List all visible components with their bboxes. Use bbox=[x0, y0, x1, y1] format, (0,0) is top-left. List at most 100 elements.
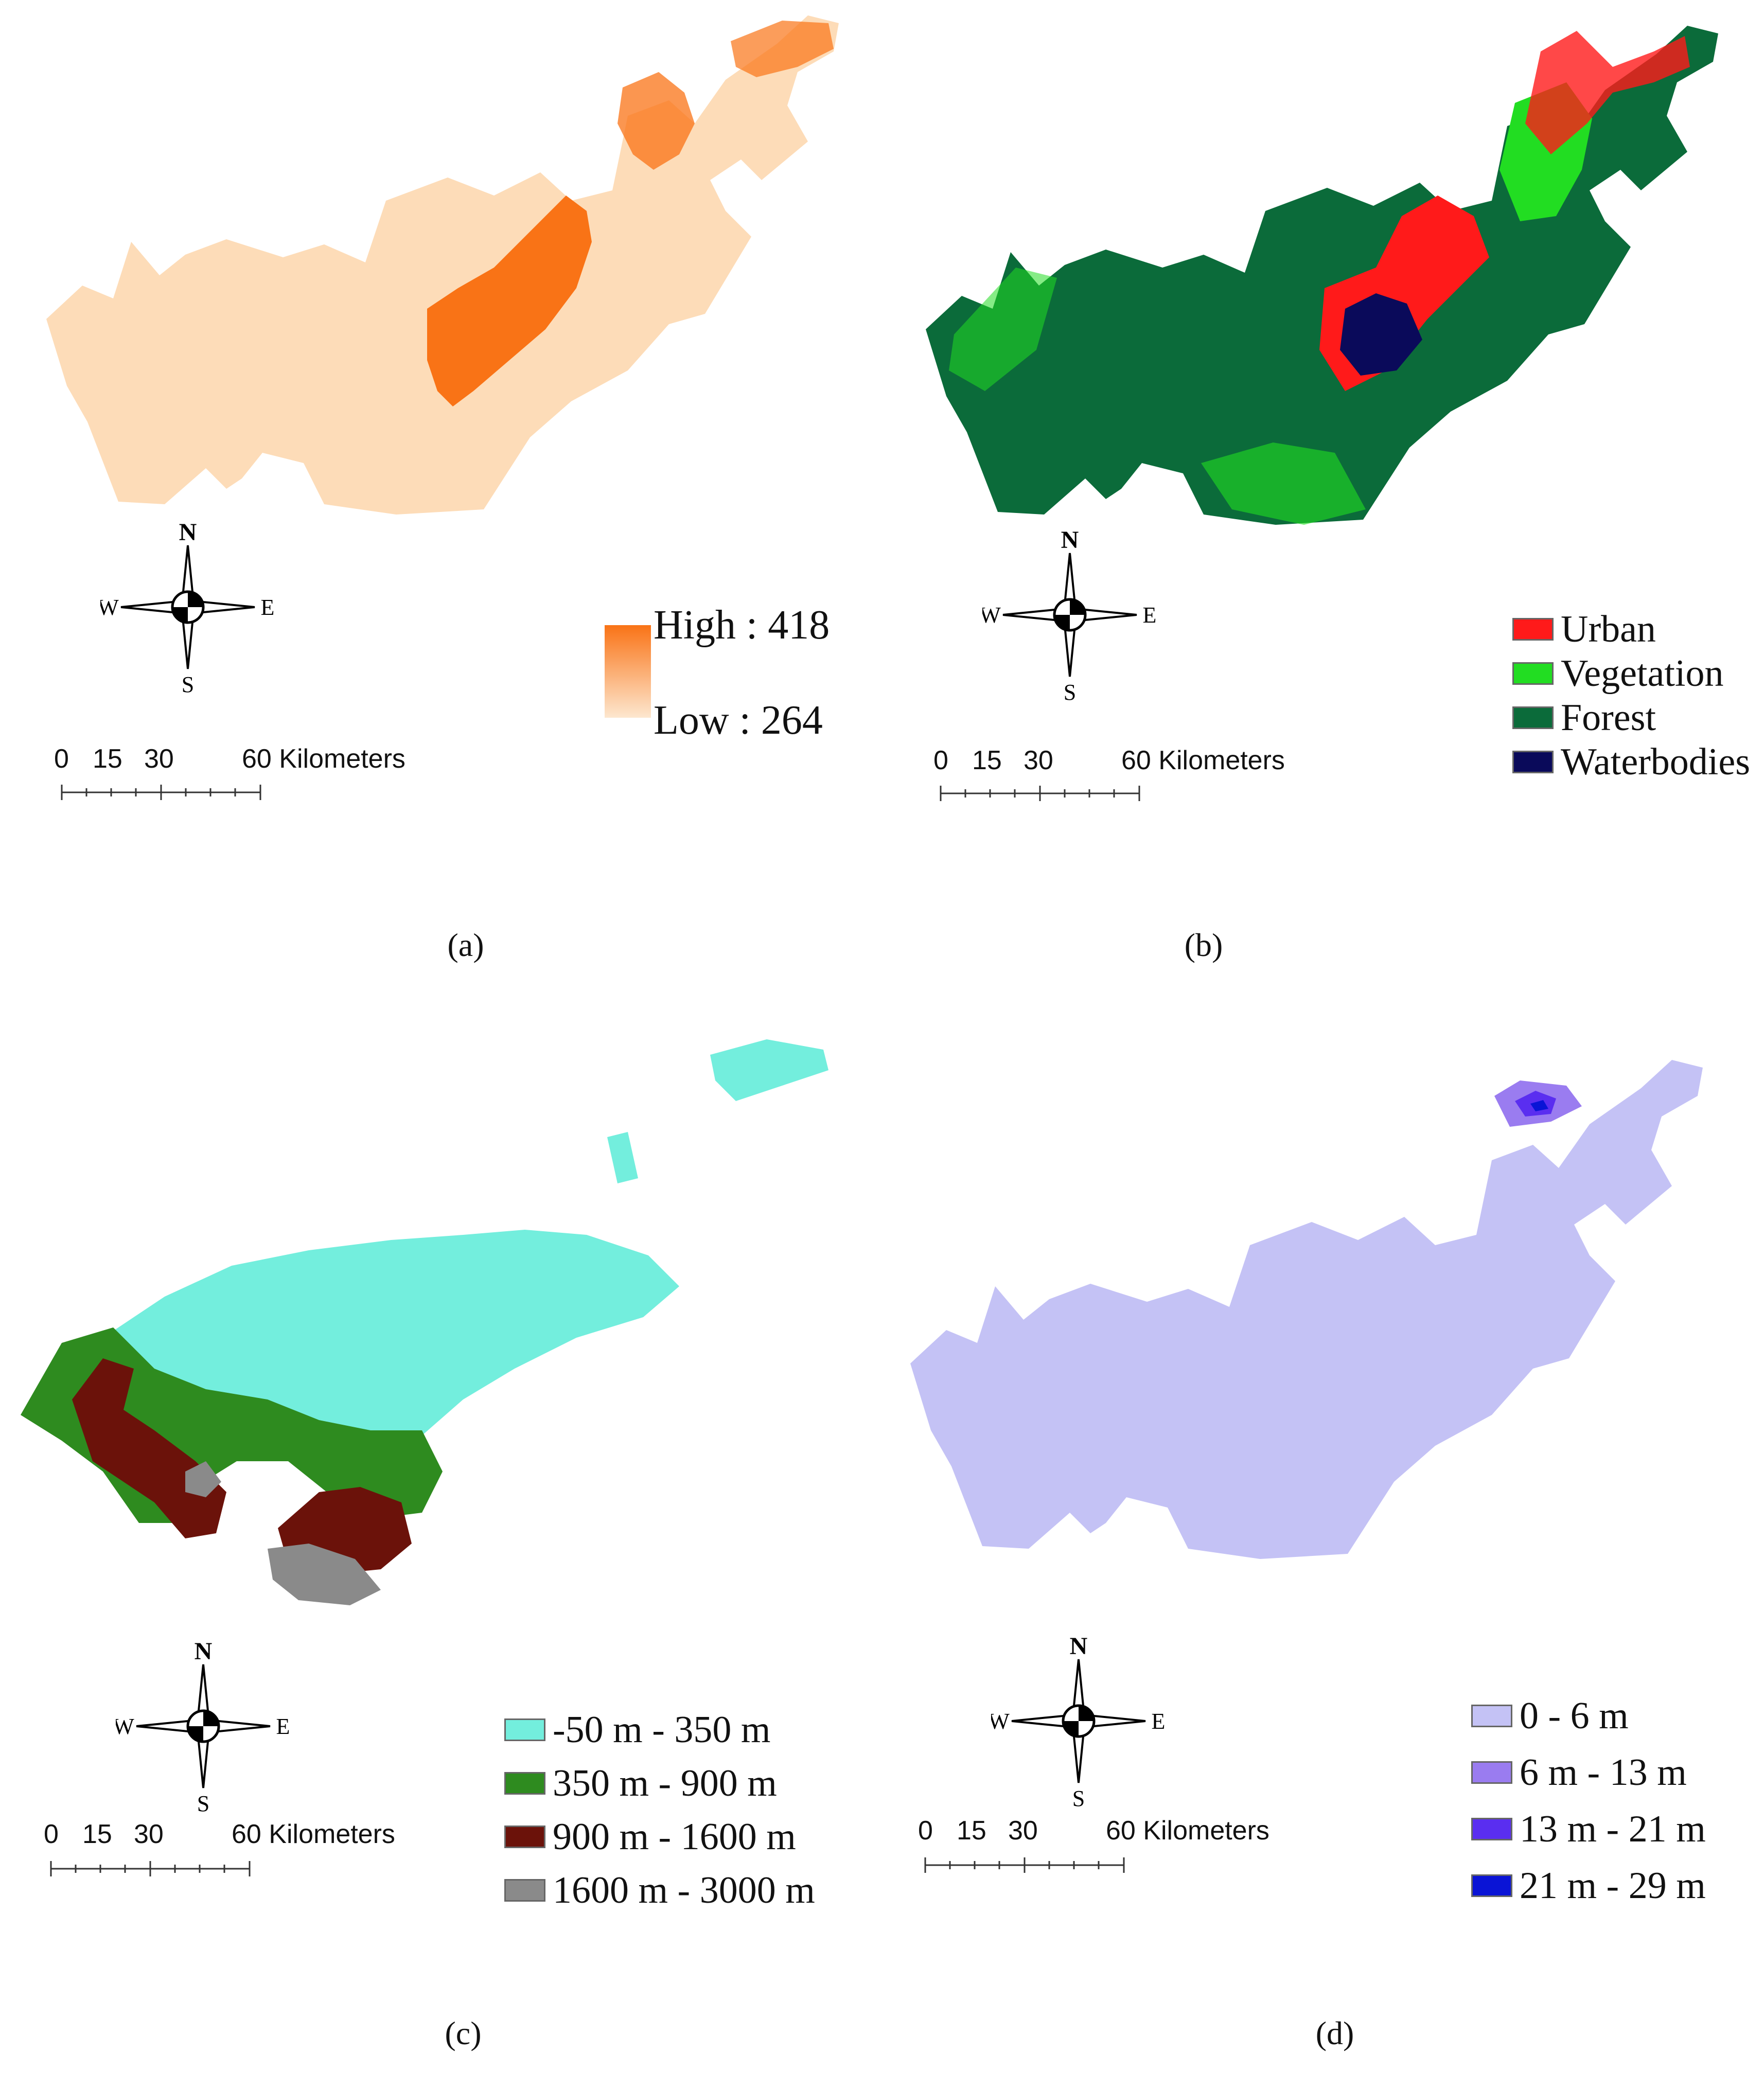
map-d bbox=[910, 1060, 1703, 1559]
legend-b-label-0: Urban bbox=[1561, 608, 1656, 650]
panel-d: N S W E 0 15 30 60 Kilometers 0 - 6 m 6 … bbox=[882, 1008, 1764, 2091]
legend-d-label-0: 0 - 6 m bbox=[1520, 1694, 1629, 1737]
legend-b-vegetation: Vegetation bbox=[1512, 651, 1750, 696]
scale-a-30: 30 bbox=[144, 744, 174, 774]
swatch-d-1 bbox=[1471, 1761, 1512, 1784]
scale-a-60: 60 Kilometers bbox=[242, 744, 405, 774]
swatch-vegetation bbox=[1512, 662, 1554, 685]
map-d-band-4 bbox=[1530, 1100, 1548, 1111]
legend-c: -50 m - 350 m 350 m - 900 m 900 m - 1600… bbox=[504, 1703, 815, 1917]
legend-b-forest: Forest bbox=[1512, 696, 1750, 740]
legend-c-row-2: 900 m - 1600 m bbox=[504, 1810, 815, 1864]
map-c-peak-w bbox=[185, 1461, 221, 1497]
legend-c-row-3: 1600 m - 3000 m bbox=[504, 1864, 815, 1917]
scale-c-0: 0 bbox=[44, 1819, 59, 1849]
scale-a-0: 0 bbox=[54, 744, 69, 774]
scale-d-0: 0 bbox=[918, 1816, 933, 1846]
panel-b: N S W E 0 15 30 60 Kilometers Urban Vege… bbox=[882, 0, 1764, 978]
legend-d-row-3: 21 m - 29 m bbox=[1471, 1857, 1706, 1914]
legend-b: Urban Vegetation Forest Waterbodies bbox=[1512, 607, 1750, 784]
legend-c-label-0: -50 m - 350 m bbox=[553, 1708, 771, 1751]
scale-c-15: 15 bbox=[82, 1819, 112, 1849]
map-d-base bbox=[910, 1060, 1703, 1559]
scalebar-c bbox=[50, 1861, 251, 1876]
compass-b: N S W E bbox=[982, 527, 1157, 702]
legend-a-low: Low : 264 bbox=[654, 698, 823, 743]
scale-d-15: 15 bbox=[957, 1816, 986, 1846]
map-c bbox=[21, 1039, 828, 1605]
map-b bbox=[926, 26, 1718, 525]
map-b-water bbox=[1340, 293, 1422, 376]
swatch-waterbodies bbox=[1512, 751, 1554, 773]
swatch-c-2 bbox=[504, 1826, 545, 1848]
legend-a-gradient bbox=[605, 625, 651, 718]
compass-d-s: S bbox=[1072, 1786, 1085, 1809]
swatch-urban bbox=[1512, 618, 1554, 641]
compass-a-s: S bbox=[182, 672, 194, 695]
swatch-d-3 bbox=[1471, 1874, 1512, 1897]
map-b-urban-ne bbox=[1525, 31, 1690, 154]
compass-d-e: E bbox=[1152, 1709, 1166, 1734]
scale-labels-b: 0 15 30 60 Kilometers bbox=[931, 745, 1301, 781]
legend-d-row-1: 6 m - 13 m bbox=[1471, 1744, 1706, 1801]
map-c-highland bbox=[72, 1358, 226, 1538]
scale-c-60: 60 Kilometers bbox=[232, 1819, 395, 1849]
legend-a-high: High : 418 bbox=[654, 603, 830, 648]
legend-b-urban: Urban bbox=[1512, 607, 1750, 651]
map-a-hotspot bbox=[427, 196, 592, 406]
legend-c-label-3: 1600 m - 3000 m bbox=[553, 1869, 815, 1911]
scale-b-15: 15 bbox=[972, 746, 1002, 775]
legend-d: 0 - 6 m 6 m - 13 m 13 m - 21 m 21 m - 29… bbox=[1471, 1688, 1706, 1914]
compass-a: N S W E bbox=[100, 520, 275, 695]
scalebar-d bbox=[924, 1857, 1125, 1873]
caption-c: (c) bbox=[445, 2015, 482, 2051]
legend-d-row-2: 13 m - 21 m bbox=[1471, 1801, 1706, 1857]
scalebar-a bbox=[61, 785, 261, 800]
map-c-peak bbox=[268, 1544, 381, 1605]
compass-b-e: E bbox=[1143, 603, 1157, 628]
compass-b-w: W bbox=[982, 603, 1001, 628]
compass-d-n: N bbox=[1070, 1634, 1088, 1660]
legend-b-waterbodies: Waterbodies bbox=[1512, 740, 1750, 784]
scale-d-30: 30 bbox=[1008, 1816, 1038, 1846]
caption-b: (b) bbox=[1184, 927, 1223, 963]
panel-a: N S W E 0 15 30 60 Kilometers High : 418… bbox=[0, 0, 882, 978]
map-a-hotspot-ne bbox=[618, 72, 695, 170]
swatch-c-1 bbox=[504, 1772, 545, 1795]
panel-c: N S W E 0 15 30 60 Kilometers -50 m - 35… bbox=[0, 1008, 882, 2091]
swatch-d-2 bbox=[1471, 1818, 1512, 1840]
legend-d-label-2: 13 m - 21 m bbox=[1520, 1808, 1706, 1850]
legend-c-row-0: -50 m - 350 m bbox=[504, 1703, 815, 1757]
compass-a-e: E bbox=[261, 595, 275, 620]
swatch-c-3 bbox=[504, 1879, 545, 1902]
legend-b-label-2: Forest bbox=[1561, 696, 1656, 739]
legend-d-label-3: 21 m - 29 m bbox=[1520, 1864, 1706, 1907]
scale-labels-c: 0 15 30 60 Kilometers bbox=[41, 1819, 412, 1855]
swatch-d-0 bbox=[1471, 1705, 1512, 1727]
map-c-lowland-ne bbox=[710, 1039, 828, 1101]
compass-a-n: N bbox=[179, 520, 197, 546]
map-c-lowland-mid bbox=[607, 1132, 638, 1183]
compass-c: N S W E bbox=[116, 1639, 290, 1814]
caption-a: (a) bbox=[447, 927, 484, 963]
legend-c-row-1: 350 m - 900 m bbox=[504, 1757, 815, 1810]
map-b-vegetation-w bbox=[949, 268, 1057, 391]
legend-c-label-1: 350 m - 900 m bbox=[553, 1762, 777, 1804]
scale-c-30: 30 bbox=[134, 1819, 164, 1849]
compass-d: N S W E bbox=[991, 1634, 1166, 1809]
scale-d-60: 60 Kilometers bbox=[1106, 1816, 1269, 1846]
swatch-c-0 bbox=[504, 1718, 545, 1741]
compass-b-s: S bbox=[1064, 680, 1076, 702]
scale-labels-a: 0 15 30 60 Kilometers bbox=[51, 743, 422, 779]
swatch-forest bbox=[1512, 706, 1554, 729]
compass-c-e: E bbox=[276, 1714, 290, 1739]
legend-c-label-2: 900 m - 1600 m bbox=[553, 1815, 796, 1858]
compass-b-n: N bbox=[1061, 527, 1079, 554]
caption-d: (d) bbox=[1315, 2015, 1354, 2051]
compass-c-w: W bbox=[116, 1714, 134, 1739]
legend-b-label-1: Vegetation bbox=[1561, 652, 1724, 695]
map-a-base bbox=[46, 15, 839, 515]
map-a-hotspot-top bbox=[731, 21, 834, 77]
scale-b-60: 60 Kilometers bbox=[1121, 746, 1285, 775]
scale-b-0: 0 bbox=[933, 746, 948, 775]
